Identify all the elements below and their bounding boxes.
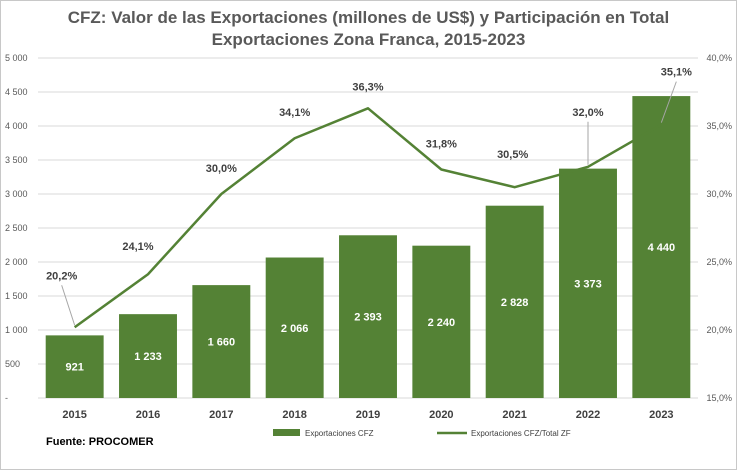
x-tick-label: 2021 [502, 409, 526, 421]
y-left-tick-label: 500 [5, 359, 20, 369]
bar-value-label: 2 828 [501, 297, 529, 309]
bar-value-label: 921 [65, 362, 83, 374]
y-left-tick-label: 3 000 [5, 189, 28, 199]
x-tick-label: 2015 [62, 409, 86, 421]
line-value-label: 32,0% [572, 107, 603, 119]
bar-value-label: 2 240 [428, 317, 456, 329]
y-right-tick-label: 35,0% [706, 121, 732, 131]
y-left-tick-label: 4 500 [5, 87, 28, 97]
chart-title-line-2: Exportaciones Zona Franca, 2015-2023 [211, 30, 526, 49]
label-leader-line [660, 81, 677, 123]
legend-line-label: Exportaciones CFZ/Total ZF [471, 429, 571, 438]
y-right-tick-label: 20,0% [706, 325, 732, 335]
y-right-tick-label: 25,0% [706, 257, 732, 267]
y-left-tick-label: 1 500 [5, 291, 28, 301]
x-tick-label: 2019 [356, 409, 380, 421]
line-value-label: 30,5% [497, 149, 528, 161]
y-left-tick-label: 5 000 [5, 53, 28, 63]
bar-value-label: 1 233 [134, 351, 162, 363]
y-left-tick-label: 1 000 [5, 325, 28, 335]
bar-value-label: 3 373 [574, 278, 602, 290]
bar [339, 235, 397, 398]
x-tick-label: 2023 [649, 409, 673, 421]
chart-title-line-1: CFZ: Valor de las Exportaciones (millone… [67, 8, 670, 27]
x-tick-label: 2020 [429, 409, 453, 421]
line-value-label: 36,3% [352, 81, 383, 93]
line-series [73, 107, 662, 329]
legend-bar-swatch [273, 429, 300, 436]
y-left-tick-label: 3 500 [5, 155, 28, 165]
bar [192, 285, 251, 398]
bar-value-label: 2 066 [281, 323, 309, 335]
bar [632, 96, 691, 398]
bar [119, 314, 177, 398]
x-tick-label: 2017 [209, 409, 233, 421]
bar [559, 168, 617, 398]
y-left-tick-label: 2 500 [5, 223, 28, 233]
bar-value-label: 4 440 [648, 242, 676, 254]
x-tick-label: 2016 [136, 409, 160, 421]
bar-value-label: 2 393 [354, 312, 382, 324]
line-value-label: 30,0% [206, 163, 237, 175]
bar [485, 205, 544, 398]
line-value-label: 20,2% [46, 270, 77, 282]
x-tick-label: 2018 [282, 409, 306, 421]
bar [265, 257, 324, 398]
line-value-label: 34,1% [279, 107, 310, 119]
y-left-tick-label: 2 000 [5, 257, 28, 267]
y-right-tick-label: 40,0% [706, 53, 732, 63]
y-right-tick-label: 30,0% [706, 189, 732, 199]
y-left-tick-label: 4 000 [5, 121, 28, 131]
y-left-tick-label: - [5, 393, 8, 403]
bar [45, 335, 104, 398]
y-right-tick-label: 15,0% [706, 393, 732, 403]
line-value-label: 31,8% [426, 139, 457, 151]
bar [412, 245, 471, 398]
source-note: Fuente: PROCOMER [46, 436, 154, 448]
line-value-label: 35,1% [661, 67, 692, 79]
bar-value-label: 1 660 [208, 337, 236, 349]
legend-bar-label: Exportaciones CFZ [305, 429, 374, 438]
label-leader-line [61, 285, 76, 326]
x-tick-label: 2022 [576, 409, 600, 421]
chart-title: CFZ: Valor de las Exportaciones (millone… [1, 7, 736, 51]
line-value-label: 24,1% [122, 241, 153, 253]
